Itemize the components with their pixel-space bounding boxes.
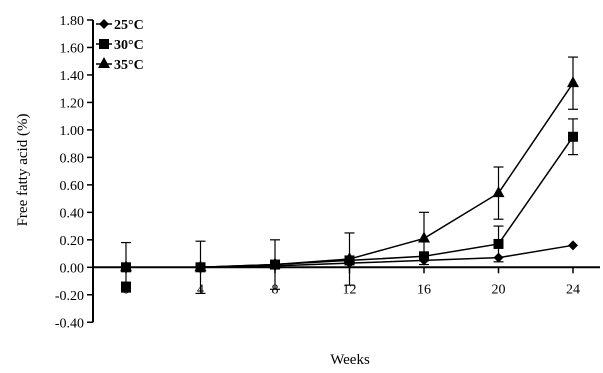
data-point-35c [269,257,281,269]
y-axis-ticks: -0.40 -0.20 0.00 0.20 0.40 0.60 0.80 1.00 1.20 1.… [55,14,93,331]
y-tick-label: 1.80 [60,14,85,29]
x-tick-label: 12 [343,282,357,297]
data-point-35c [567,76,579,88]
legend-marker-35c [98,57,110,68]
series-markers [120,76,579,292]
data-point-25c [568,240,578,251]
data-point-low-0 [121,281,131,292]
data-point-30c [493,238,504,249]
legend-marker-25c [99,19,109,29]
y-tick-label: 0.20 [60,234,85,249]
x-tick-label: 16 [417,282,431,297]
y-axis-label: Free fatty acid (%) [15,114,31,227]
x-tick-label: 24 [566,282,580,297]
data-point-30c [568,131,578,142]
data-point-25c [493,252,504,263]
data-point-35c [418,231,430,243]
legend-label-30c: 30°C [114,38,144,53]
y-tick-label: 0.80 [60,151,85,166]
data-point-35c [120,260,132,272]
legend-marker-30c [99,39,109,49]
y-tick-label: 0.60 [60,179,85,194]
x-axis-ticks: 04812162024 [123,267,580,297]
data-point-30c [419,251,429,262]
y-tick-label: 1.20 [60,96,85,111]
legend-label-25c: 25°C [114,18,144,33]
data-point-35c [343,252,356,264]
legend: 25°C 30°C 35°C [96,18,144,73]
axes [92,19,600,323]
legend-label-35c: 35°C [114,58,144,73]
y-tick-label: 1.60 [60,41,85,56]
x-tick-label: 20 [492,282,506,297]
y-tick-label: 1.40 [60,69,85,84]
x-axis-label: Weeks [330,352,370,368]
data-point-35c [492,186,505,198]
data-point-35c [194,260,207,272]
y-tick-label: -0.40 [55,316,84,331]
y-tick-label: 0.40 [60,206,85,221]
y-tick-label: -0.20 [55,289,84,304]
y-tick-label: 0.00 [60,261,85,276]
y-tick-label: 1.00 [60,124,85,139]
